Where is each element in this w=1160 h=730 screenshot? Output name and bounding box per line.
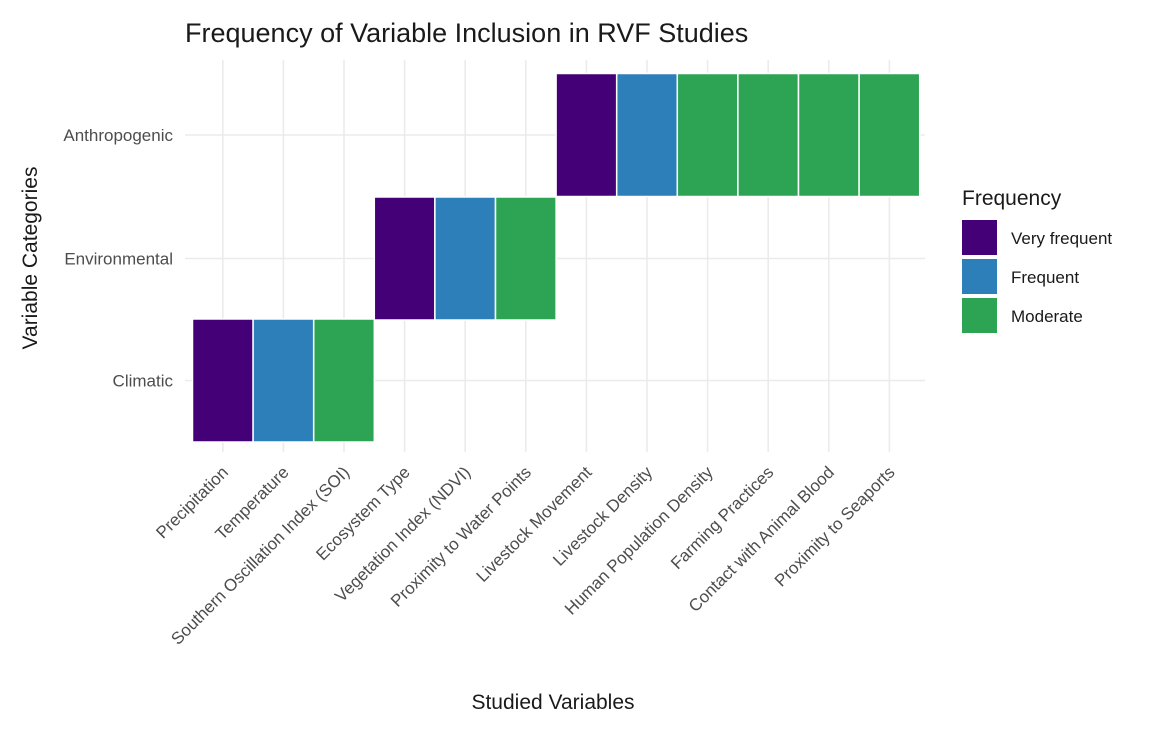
legend-label-very-frequent: Very frequent: [1011, 229, 1112, 248]
y-tick-label-anthropogenic: Anthropogenic: [63, 126, 173, 145]
heatmap-cell-temperature: [252, 318, 315, 443]
chart-title: Frequency of Variable Inclusion in RVF S…: [185, 18, 748, 48]
heatmap-cell-southern-oscillation-index-soi: [312, 318, 376, 443]
legend-key-frequent: [962, 259, 997, 294]
heatmap-cell-ecosystem-type: [373, 196, 436, 321]
y-tick-label-environmental: Environmental: [64, 250, 173, 269]
legend-key-moderate: [962, 298, 997, 333]
legend-items: Very frequent Frequent Moderate: [962, 220, 1112, 333]
heatmap-cell-human-population-density: [676, 72, 739, 198]
heatmap-cell-precipitation: [191, 318, 254, 443]
y-tick-label-climatic: Climatic: [113, 372, 174, 391]
heatmap-cell-proximity-to-seaports: [858, 72, 921, 198]
heatmap-cell-vegetation-index-ndvi: [434, 196, 497, 321]
x-axis-title: Studied Variables: [471, 691, 634, 714]
heatmap-cell-proximity-to-water-points: [494, 196, 557, 321]
heatmap-cells: [191, 72, 921, 443]
y-axis-tick-labels: Climatic Environmental Anthropogenic: [63, 126, 173, 391]
legend-label-moderate: Moderate: [1011, 307, 1083, 326]
legend-key-very-frequent: [962, 220, 997, 255]
legend-label-frequent: Frequent: [1011, 268, 1079, 287]
heatmap-cell-farming-practices: [737, 72, 800, 198]
legend-title: Frequency: [962, 187, 1062, 210]
x-tick-label-livestock-movement: Livestock Movement: [473, 463, 596, 586]
heatmap-cell-livestock-movement: [555, 72, 618, 198]
heatmap-cell-livestock-density: [615, 72, 679, 198]
heatmap-cell-contact-with-animal-blood: [797, 72, 860, 198]
y-axis-title: Variable Categories: [19, 167, 42, 350]
legend: Frequency Very frequent Frequent Moderate: [962, 187, 1112, 333]
x-tick-label-farming-practices: Farming Practices: [667, 463, 777, 573]
x-tick-label-proximity-to-seaports: Proximity to Seaports: [771, 463, 899, 591]
